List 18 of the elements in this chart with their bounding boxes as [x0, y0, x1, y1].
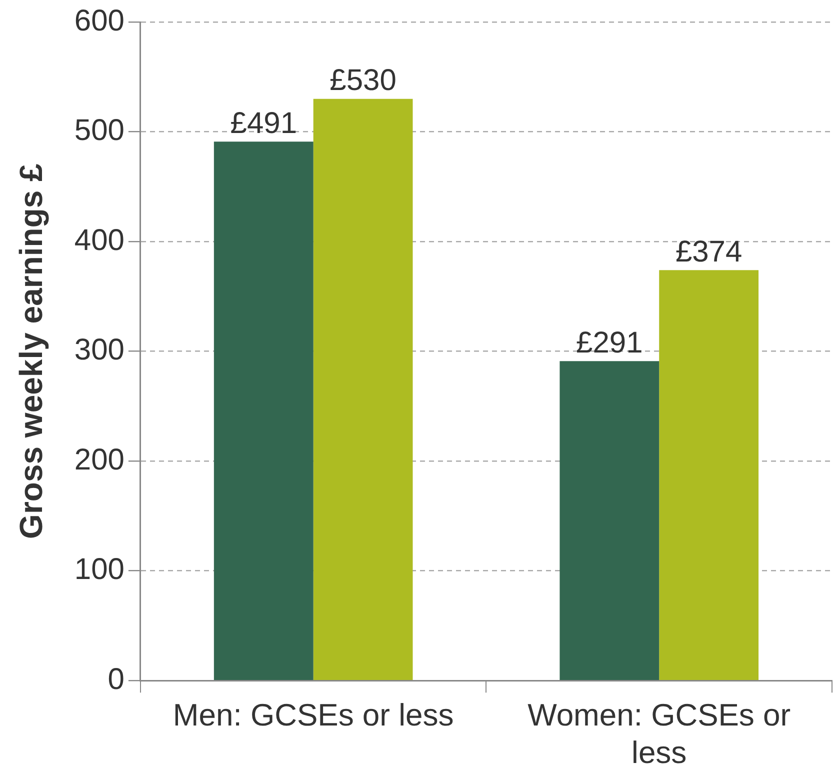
x-tick-label: Men: GCSEs or less [172, 698, 454, 733]
bar [214, 142, 314, 680]
bar [313, 98, 413, 680]
y-tick-label: 300 [74, 334, 124, 367]
data-label: £491 [230, 106, 298, 140]
y-tick-label: 500 [74, 114, 124, 148]
y-tick-label: 200 [74, 443, 124, 476]
y-axis-title: Gross weekly earnings £ [13, 163, 50, 539]
y-tick-label: 600 [74, 4, 124, 38]
y-tick-label: 400 [74, 224, 124, 257]
y-tick-label: 100 [74, 553, 124, 586]
data-label: £374 [675, 235, 742, 268]
bar [659, 270, 759, 680]
data-label: £530 [330, 64, 396, 98]
x-tick-label: Women: GCSEs or less [528, 698, 791, 770]
bar [560, 361, 660, 680]
y-tick-label: 0 [108, 662, 124, 696]
data-label: £291 [576, 326, 643, 360]
